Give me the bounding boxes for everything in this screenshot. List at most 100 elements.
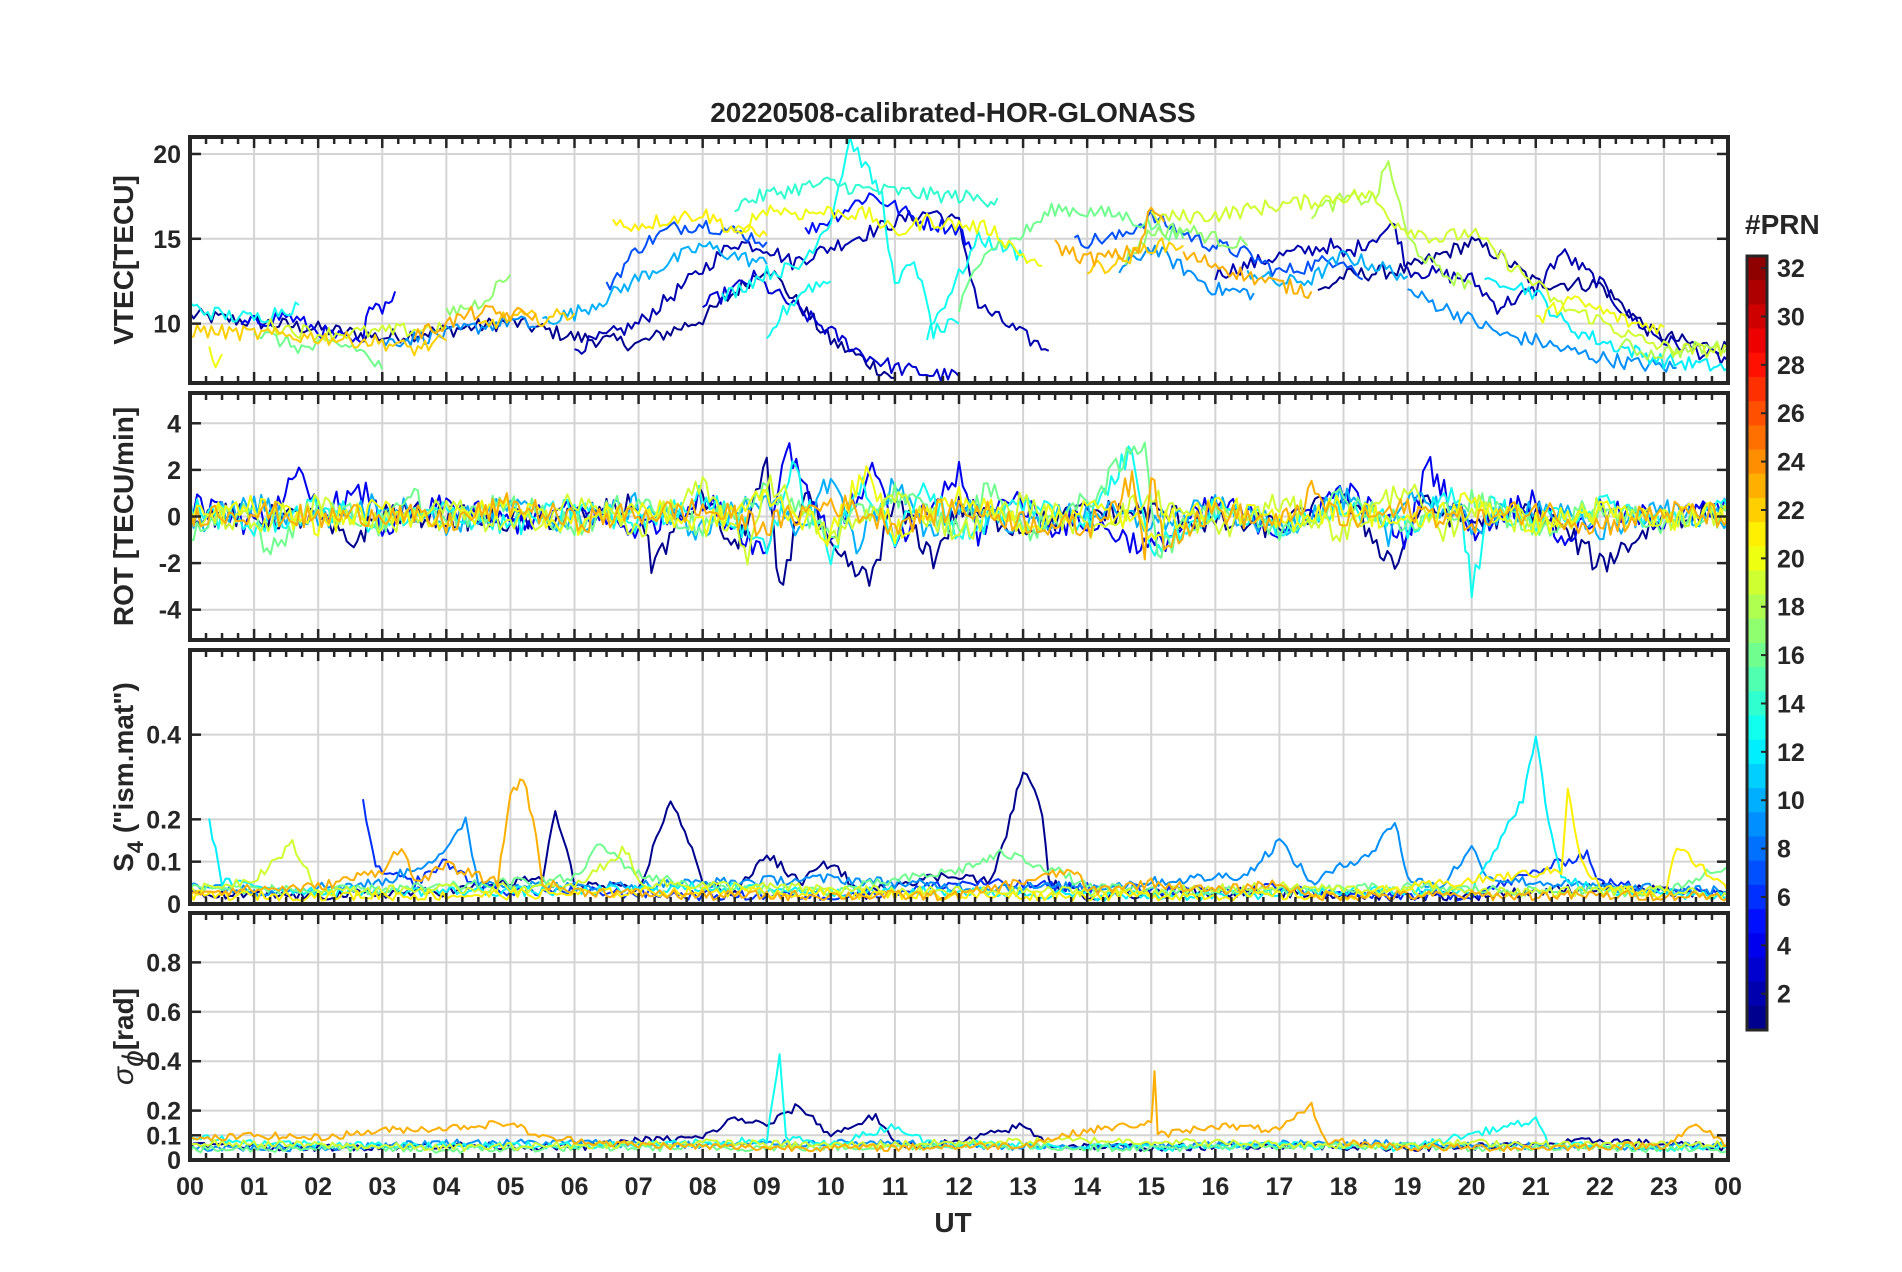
colorbar-cell (1747, 304, 1767, 330)
x-tick-label: 08 (689, 1173, 717, 1201)
colorbar-cell (1747, 401, 1767, 426)
colorbar-tick-label: 16 (1777, 642, 1805, 670)
colorbar-cell (1747, 763, 1767, 789)
y-tick-label: 10 (153, 311, 181, 339)
colorbar-tick-label: 4 (1777, 932, 1791, 960)
x-tick-label: 05 (497, 1173, 525, 1201)
colorbar-cell (1747, 449, 1767, 475)
colorbar-cell (1747, 788, 1767, 813)
y-axis-label-sigma: σϕ[rad] (107, 988, 150, 1085)
colorbar-cell (1747, 933, 1767, 958)
x-tick-label: 20 (1458, 1173, 1486, 1201)
series-prn-12 (1484, 277, 1728, 372)
axes-frame-vtec (188, 135, 1730, 385)
series-group-vtec (190, 137, 1728, 382)
series-prn-19 (190, 1136, 1728, 1152)
x-tick-label: 17 (1266, 1173, 1294, 1201)
x-tick-label: 00 (1714, 1173, 1742, 1201)
series-prn-9 (1118, 244, 1255, 301)
colorbar-tick-label: 32 (1777, 255, 1805, 283)
colorbar-cell (1747, 425, 1767, 450)
series-prn-4 (190, 442, 1728, 556)
colorbar-cell (1747, 522, 1767, 547)
colorbar-cell (1747, 280, 1767, 305)
colorbar-cell (1747, 739, 1767, 765)
colorbar-cell (1747, 836, 1767, 862)
x-tick-label: 12 (945, 1173, 973, 1201)
colorbar-tick-label: 8 (1777, 836, 1791, 864)
series-prn-20 (733, 204, 1043, 267)
x-tick-label: 10 (817, 1173, 845, 1201)
series-prn-10 (542, 241, 768, 325)
colorbar-cell (1747, 497, 1767, 523)
x-axis-label: UT (934, 1207, 971, 1238)
series-prn-23 (190, 470, 1728, 561)
colorbar-cell (1747, 352, 1767, 378)
series-prn-23 (190, 778, 1728, 902)
colorbar-tick-label: 6 (1777, 884, 1791, 912)
y-tick-label: 0.6 (146, 999, 181, 1027)
colorbar-cell (1747, 570, 1767, 596)
x-tick-label: 21 (1522, 1173, 1550, 1201)
colorbar-cell (1747, 618, 1767, 644)
colorbar-cell (1747, 546, 1767, 571)
x-tick-label: 23 (1650, 1173, 1678, 1201)
y-tick-label: 0.2 (146, 806, 181, 834)
x-tick-label: 09 (753, 1173, 781, 1201)
colorbar-tick-label: 12 (1777, 739, 1805, 767)
colorbar-cell (1747, 643, 1767, 668)
colorbar-tick-label: 30 (1777, 303, 1805, 331)
axes-frame-sigma (188, 911, 1730, 1162)
series-prn-13 (766, 280, 832, 340)
series-prn-18 (1618, 338, 1728, 361)
x-tick-label: 15 (1137, 1173, 1165, 1201)
series-prn-17 (1124, 222, 1249, 266)
colorbar-tick-label: 2 (1777, 981, 1791, 1009)
x-tick-label: 22 (1586, 1173, 1614, 1201)
colorbar-title: #PRN (1745, 209, 1820, 240)
series-prn-18 (1310, 160, 1473, 290)
series-group-rot (190, 441, 1728, 599)
series-prn-19 (1150, 188, 1728, 359)
series-prn-20 (1535, 295, 1665, 335)
colorbar-tick-label: 10 (1777, 787, 1805, 815)
x-tick-label: 00 (176, 1173, 204, 1201)
x-tick-label: 14 (1073, 1173, 1101, 1201)
series-prn-16 (190, 441, 1728, 559)
colorbar: 32 30 28 26 24 22 20 18 16 14 12 10 8 6 4 2 #PRN (1745, 209, 1820, 1032)
colorbar-tick-label: 22 (1777, 497, 1805, 525)
series-prn-3 (702, 269, 960, 382)
y-tick-label: 0 (167, 1147, 181, 1175)
colorbar-tick-label: 24 (1777, 449, 1805, 477)
axes-frame-s4 (188, 648, 1730, 906)
colorbar-cell (1747, 473, 1767, 499)
colorbar-cell (1747, 884, 1767, 910)
x-tick-label: 13 (1009, 1173, 1037, 1201)
x-tick-label: 04 (432, 1173, 460, 1201)
series-prn-21 (612, 208, 768, 238)
y-axis-label-vtec: VTEC[TECU] (108, 175, 139, 345)
colorbar-cell (1747, 1005, 1767, 1031)
x-tick-label: 11 (882, 1173, 909, 1201)
x-tick-label: 16 (1201, 1173, 1229, 1201)
x-tick-label: 18 (1330, 1173, 1358, 1201)
series-prn-13 (190, 301, 300, 324)
series-prn-19 (190, 474, 1728, 566)
series-prn-19 (190, 839, 1728, 900)
x-tick-label: 06 (561, 1173, 589, 1201)
series-prn-20 (190, 465, 1728, 546)
y-tick-label: 0 (167, 504, 181, 532)
colorbar-tick-label: 28 (1777, 352, 1805, 380)
series-prn-23 (413, 304, 537, 340)
series-prn-20 (208, 346, 223, 369)
grid-rot (189, 393, 1729, 640)
colorbar-tick-label: 18 (1777, 594, 1805, 622)
colorbar-cell (1747, 594, 1767, 620)
series-prn-10 (190, 477, 1728, 555)
panel-s4: 0 0.1 0.2 0.4S4 ("ism.mat") (108, 648, 1730, 919)
y-tick-label: 15 (153, 226, 181, 254)
panel-rot: -4 -2 0 2 4 ROT [TECU/min] (108, 391, 1730, 642)
colorbar-frame (1745, 254, 1769, 1032)
